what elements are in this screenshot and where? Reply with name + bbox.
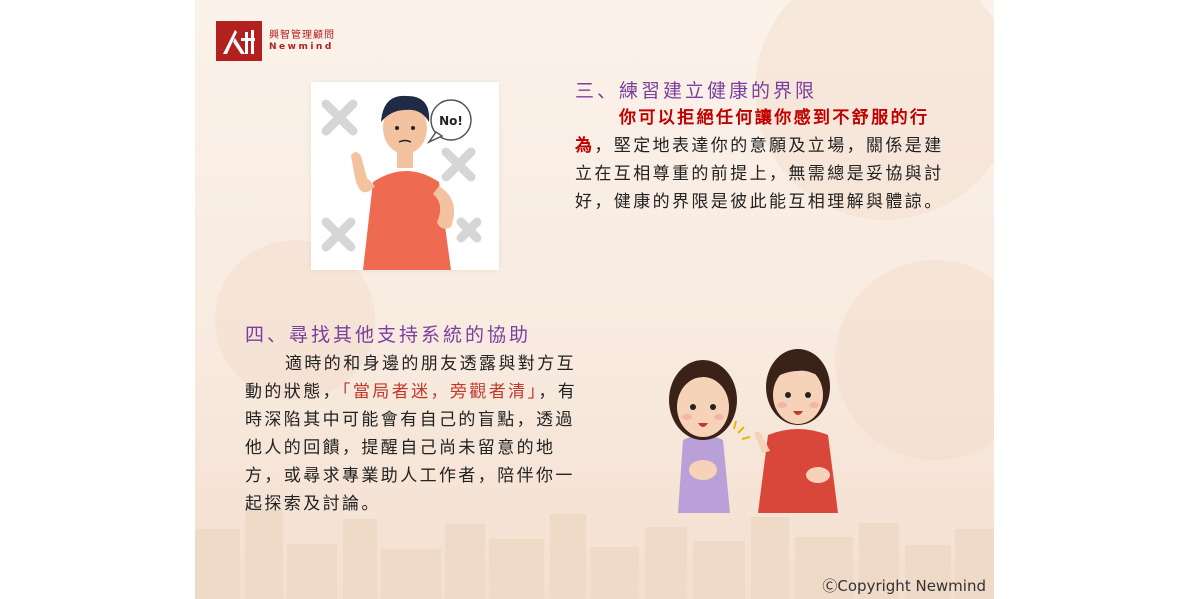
man-refusing-illustration: No! [311,82,499,270]
section3-paragraph: 你可以拒絕任何讓你感到不舒服的行為，堅定地表達你的意願及立場，關係是建立在互相尊… [575,104,950,216]
background-circle [755,0,994,220]
logo-name-english: Newmind [269,41,334,52]
company-logo: 興智管理顧問 Newmind [215,20,335,62]
section4-quote: 「當局者迷，旁觀者清」 [342,382,539,402]
man-refusing-icon: No! [321,95,482,270]
section4-paragraph: 適時的和身邊的朋友透露與對方互動的狀態，「當局者迷，旁觀者清」，有時深陷其中可能… [245,350,585,518]
section3-body: ，堅定地表達你的意願及立場，關係是建立在互相尊重的前提上，無需總是妥協與討好，健… [575,136,944,212]
no-bubble-text: No! [439,114,463,128]
city-skyline-decoration [195,509,994,599]
background-circle [835,260,994,460]
section4-body-before: 適時的和身邊的朋友透露與對方互動的狀態， [245,354,576,402]
two-friends-talking-illustration [658,335,858,515]
slide: 興智管理顧問 Newmind No! 三、練習建立健康的界限 你可以拒絕任何 [195,0,994,599]
section4-heading: 四、尋找其他支持系統的協助 [245,324,532,346]
section3-emphasis: 你可以拒絕任何讓你感到不舒服的行為 [575,108,930,156]
section4-body-after: ，有時深陷其中可能會有自己的盲點，透過他人的回饋，提醒自己尚未留意的地方，或尋求… [245,382,578,514]
copyright-text: ⒸCopyright Newmind [822,577,986,595]
two-friends-talking-icon [669,349,838,513]
logo-name-chinese: 興智管理顧問 [269,30,335,42]
newmind-logo-icon [216,21,262,61]
section3-heading: 三、練習建立健康的界限 [575,80,818,102]
